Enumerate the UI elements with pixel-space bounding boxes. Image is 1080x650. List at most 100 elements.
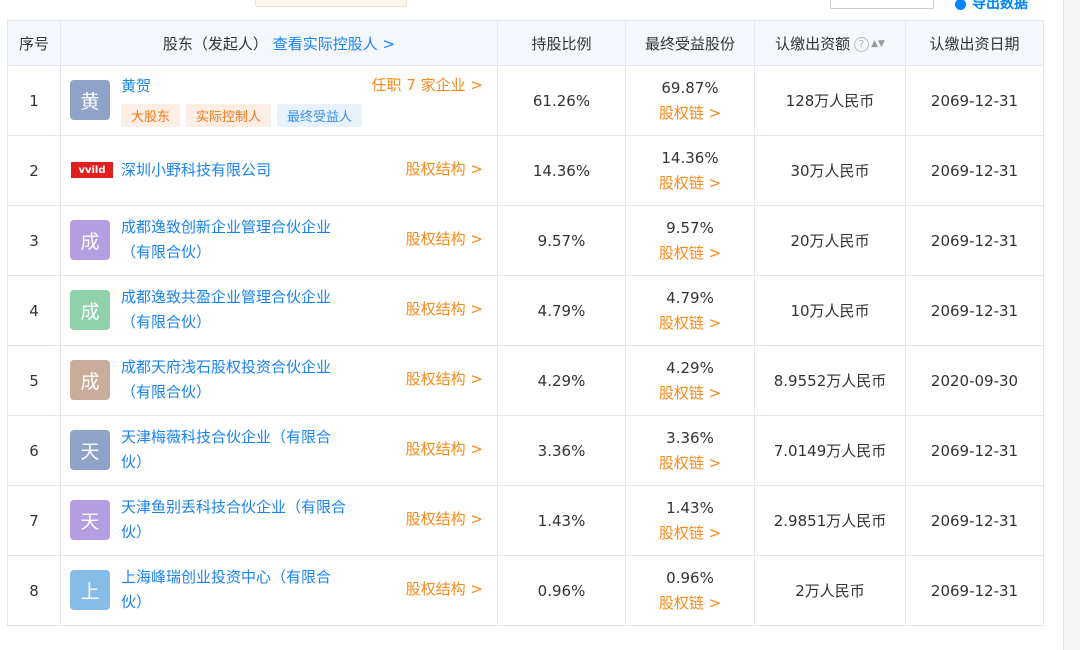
chevron-right-icon: > [470, 76, 483, 94]
cell-date: 2069-12-31 [905, 65, 1044, 136]
shareholder-name-link[interactable]: 天津鱼别丢科技合伙企业（有限合 伙） [121, 495, 366, 545]
equity-chain-link[interactable]: 股权链 > [659, 384, 721, 402]
equity-chain-link[interactable]: 股权链 > [659, 174, 721, 192]
cell-shareholder: 天天津梅薇科技合伙企业（有限合 伙） 股权结构 > [60, 415, 498, 486]
equity-chain-label: 股权链 [658, 593, 704, 612]
chevron-right-icon: > [470, 160, 483, 178]
equity-chain-link[interactable]: 股权链 > [659, 314, 721, 332]
chevron-right-icon: > [708, 313, 722, 332]
shareholder-name-link[interactable]: 上海峰瑞创业投资中心（有限合 伙） [121, 565, 366, 615]
header-shareholder: 股东（发起人） 查看实际控股人 > [60, 20, 498, 66]
cell-date: 2069-12-31 [905, 135, 1044, 206]
positions-link[interactable]: 任职 7 家企业 > [372, 74, 483, 95]
shareholder-table: 序号 股东（发起人） 查看实际控股人 > 持股比例 最终受益股份 认缴出资额? ▲… [7, 20, 1044, 626]
equity-chain-label: 股权链 [658, 313, 704, 332]
help-icon[interactable]: ? [854, 36, 870, 52]
filter-box[interactable] [255, 0, 407, 7]
equity-structure-link[interactable]: 股权结构 > [406, 438, 483, 459]
equity-chain-link[interactable]: 股权链 > [659, 594, 721, 612]
chevron-right-icon: > [708, 383, 722, 402]
cell-percentage: 0.96% [497, 555, 626, 626]
chevron-right-icon: > [470, 440, 483, 458]
right-link-label: 股权结构 [405, 300, 466, 318]
cell-capital: 30万人民币 [754, 135, 906, 206]
table-row: 2 vvild 深圳小野科技有限公司 股权结构 > 14.36% 14.36% 股权链… [7, 135, 1044, 206]
right-link-label: 任职 7 家企业 [371, 76, 466, 94]
chevron-right-icon: > [708, 243, 722, 262]
cell-shareholder: 天天津鱼别丢科技合伙企业（有限合 伙） 股权结构 > [60, 485, 498, 556]
equity-chain-link[interactable]: 股权链 > [659, 524, 721, 542]
equity-chain-link[interactable]: 股权链 > [659, 104, 721, 122]
equity-chain-label: 股权链 [658, 243, 704, 262]
cell-shareholder: 黄黄贺 任职 7 家企业 > 大股东 实际控制人 最终受益人 [60, 65, 498, 136]
equity-chain-link[interactable]: 股权链 > [659, 454, 721, 472]
chevron-right-icon: > [708, 593, 722, 612]
benefit-value: 0.96% [666, 568, 714, 587]
shareholder-name-line2: （有限合伙） [121, 243, 212, 261]
benefit-value: 1.43% [666, 498, 714, 517]
shareholder-name-line1: 成都逸致共盈企业管理合伙企业 [121, 288, 332, 306]
header-index: 序号 [7, 20, 61, 66]
chevron-right-icon: > [470, 300, 483, 318]
table-row: 3 成成都逸致创新企业管理合伙企业 （有限合伙） 股权结构 > 9.57% 9.57… [7, 205, 1044, 276]
shareholder-name-line1: 上海峰瑞创业投资中心（有限合 [121, 568, 332, 586]
shareholder-name-link[interactable]: 黄贺 [121, 77, 152, 95]
shareholder-name-line2: 伙） [121, 593, 152, 611]
scrollbar[interactable] [1063, 0, 1080, 650]
table-row: 6 天天津梅薇科技合伙企业（有限合 伙） 股权结构 > 3.36% 3.36% 股权链… [7, 415, 1044, 486]
equity-structure-link[interactable]: 股权结构 > [406, 228, 483, 249]
table-row: 4 成成都逸致共盈企业管理合伙企业 （有限合伙） 股权结构 > 4.79% 4.79… [7, 275, 1044, 346]
export-button[interactable]: 导出数据 [955, 0, 1028, 13]
cell-capital: 128万人民币 [754, 65, 906, 136]
equity-chain-label: 股权链 [658, 103, 704, 122]
shareholder-name-link[interactable]: 天津梅薇科技合伙企业（有限合 伙） [121, 425, 366, 475]
cell-percentage: 3.36% [497, 415, 626, 486]
chevron-right-icon: > [708, 523, 722, 542]
table-row: 8 上上海峰瑞创业投资中心（有限合 伙） 股权结构 > 0.96% 0.96% 股权链… [7, 555, 1044, 626]
sort-icon[interactable]: ▲▼ [871, 39, 885, 49]
cell-capital: 10万人民币 [754, 275, 906, 346]
benefit-value: 4.79% [666, 288, 714, 307]
view-controller-link[interactable]: 查看实际控股人 > [272, 34, 396, 53]
equity-structure-link[interactable]: 股权结构 > [406, 158, 483, 179]
search-input[interactable] [830, 0, 934, 9]
cell-percentage: 61.26% [497, 65, 626, 136]
equity-chain-link[interactable]: 股权链 > [659, 244, 721, 262]
shareholder-name-link[interactable]: 成都天府浅石股权投资合伙企业 （有限合伙） [121, 355, 366, 405]
benefit-value: 14.36% [661, 148, 719, 167]
table-row: 5 成成都天府浅石股权投资合伙企业 （有限合伙） 股权结构 > 4.29% 4.29… [7, 345, 1044, 416]
header-capital-label: 认缴出资额 [775, 34, 851, 53]
tag-major-shareholder: 大股东 [121, 104, 181, 127]
header-benefit: 最终受益股份 [625, 20, 755, 66]
shareholder-name-line1: 成都逸致创新企业管理合伙企业 [121, 218, 332, 236]
right-link-label: 股权结构 [405, 230, 466, 248]
header-percentage: 持股比例 [497, 20, 626, 66]
cell-index: 3 [7, 205, 61, 276]
shareholder-name-link[interactable]: 成都逸致共盈企业管理合伙企业 （有限合伙） [121, 285, 366, 335]
chevron-right-icon: > [470, 370, 483, 388]
header-capital[interactable]: 认缴出资额? ▲▼ [754, 20, 906, 66]
right-link-label: 股权结构 [405, 160, 466, 178]
equity-chain-label: 股权链 [658, 523, 704, 542]
shareholder-name-link[interactable]: 深圳小野科技有限公司 [121, 161, 272, 179]
cell-shareholder: 上上海峰瑞创业投资中心（有限合 伙） 股权结构 > [60, 555, 498, 626]
equity-chain-label: 股权链 [658, 173, 704, 192]
cell-index: 6 [7, 415, 61, 486]
shareholder-name-link[interactable]: 成都逸致创新企业管理合伙企业 （有限合伙） [121, 215, 366, 265]
shareholder-name-line2: （有限合伙） [121, 383, 212, 401]
equity-structure-link[interactable]: 股权结构 > [406, 578, 483, 599]
export-label: 导出数据 [972, 0, 1028, 12]
cell-benefit: 4.29% 股权链 > [625, 345, 755, 416]
chevron-right-icon: > [708, 103, 722, 122]
cell-date: 2069-12-31 [905, 555, 1044, 626]
equity-structure-link[interactable]: 股权结构 > [406, 508, 483, 529]
cell-capital: 2.9851万人民币 [754, 485, 906, 556]
cell-benefit: 4.79% 股权链 > [625, 275, 755, 346]
right-link-label: 股权结构 [405, 370, 466, 388]
equity-structure-link[interactable]: 股权结构 > [406, 298, 483, 319]
equity-structure-link[interactable]: 股权结构 > [406, 368, 483, 389]
cell-percentage: 1.43% [497, 485, 626, 556]
cell-index: 4 [7, 275, 61, 346]
cell-date: 2069-12-31 [905, 205, 1044, 276]
cell-index: 2 [7, 135, 61, 206]
